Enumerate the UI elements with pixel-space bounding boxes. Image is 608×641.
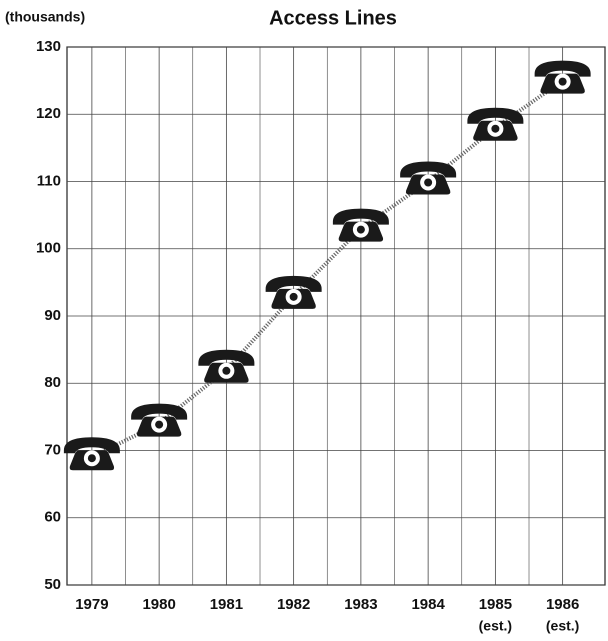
phone-dial-center bbox=[222, 366, 231, 375]
x-tick-label: 1986 bbox=[546, 596, 579, 613]
phone-marker bbox=[63, 437, 120, 471]
y-tick-label: 120 bbox=[36, 105, 61, 122]
x-tick-note: (est.) bbox=[546, 618, 579, 634]
x-tick-label: 1983 bbox=[344, 596, 377, 613]
phone-dial-center bbox=[289, 292, 298, 301]
phone-marker bbox=[265, 275, 322, 309]
phone-handset bbox=[63, 437, 120, 454]
x-tick-label: 1984 bbox=[411, 596, 445, 613]
phone-dial-center bbox=[356, 225, 365, 234]
phone-handset bbox=[131, 403, 188, 420]
y-tick-label: 130 bbox=[36, 38, 61, 55]
phone-dial-center bbox=[87, 454, 96, 463]
y-tick-label: 90 bbox=[44, 307, 61, 324]
x-tick-label: 1982 bbox=[277, 596, 310, 613]
phone-marker bbox=[198, 349, 255, 383]
phone-dial-center bbox=[424, 178, 433, 187]
phone-marker bbox=[131, 403, 188, 437]
phone-dial-center bbox=[558, 77, 567, 86]
x-tick-label: 1980 bbox=[142, 596, 175, 613]
y-tick-label: 110 bbox=[37, 172, 61, 189]
phone-marker bbox=[467, 107, 524, 141]
y-tick-label: 70 bbox=[44, 441, 61, 458]
x-tick-label: 1985 bbox=[479, 596, 512, 613]
x-tick-label: 1979 bbox=[75, 596, 108, 613]
phone-marker bbox=[400, 161, 457, 195]
x-tick-label: 1981 bbox=[210, 596, 243, 613]
phone-dial-center bbox=[491, 124, 500, 133]
chart-title: Access Lines bbox=[269, 7, 397, 29]
phone-handset bbox=[198, 349, 255, 366]
x-tick-note: (est.) bbox=[479, 618, 512, 634]
phone-marker bbox=[332, 208, 389, 242]
phone-handset bbox=[332, 208, 389, 225]
phone-marker bbox=[534, 60, 591, 94]
y-tick-label: 100 bbox=[36, 240, 61, 257]
y-axis-label: (thousands) bbox=[5, 9, 85, 25]
phone-handset bbox=[467, 107, 524, 124]
phone-handset bbox=[400, 161, 457, 178]
phone-handset bbox=[534, 60, 591, 77]
y-tick-label: 60 bbox=[44, 509, 61, 526]
phone-handset bbox=[265, 275, 322, 292]
y-tick-label: 80 bbox=[44, 374, 61, 391]
phone-dial-center bbox=[155, 420, 164, 429]
y-tick-label: 50 bbox=[44, 576, 61, 593]
